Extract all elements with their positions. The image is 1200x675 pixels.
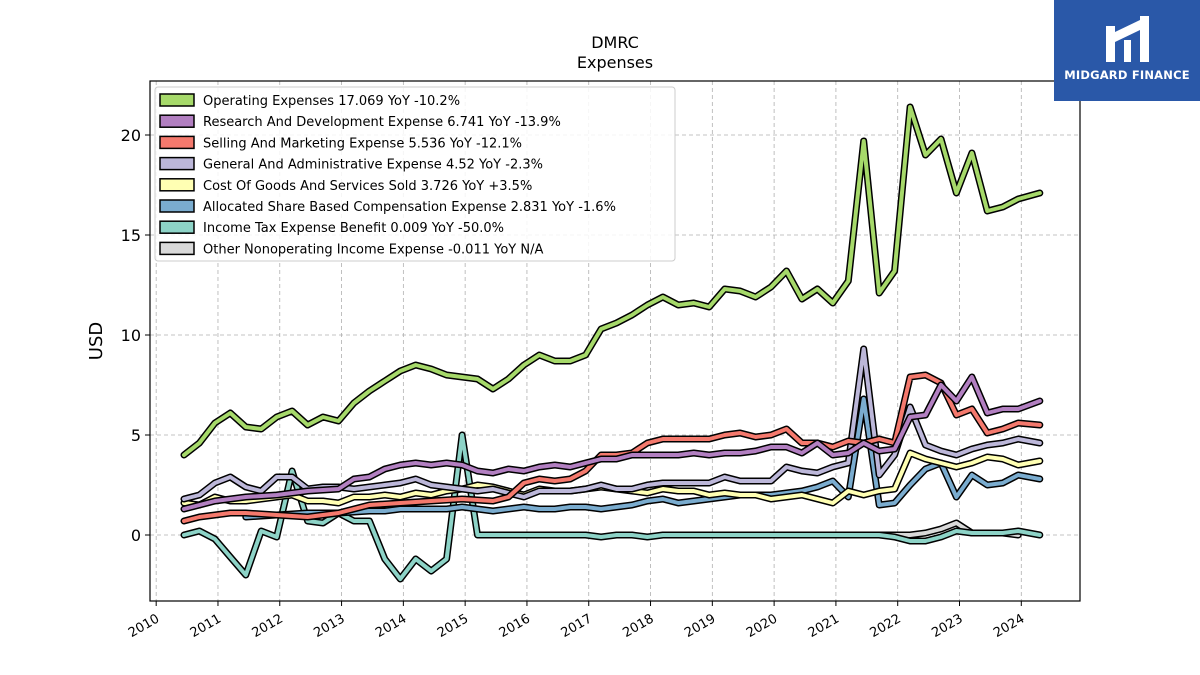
x-tick-label: 2021 [806,611,842,641]
chart-title: DMRC [591,33,639,52]
legend-swatch [159,114,195,128]
brand-logo-icon [1106,16,1149,62]
x-tick-label: 2017 [559,611,595,641]
legend-entry: Income Tax Expense Benefit 0.009 YoY -50… [203,221,504,236]
brand-logo: MIDGARD FINANCE [1054,0,1200,101]
legend-swatch [159,220,195,234]
legend-entry: Selling And Marketing Expense 5.536 YoY … [203,136,522,151]
legend-entry: Allocated Share Based Compensation Expen… [203,200,616,215]
x-tick-label: 2020 [744,611,780,641]
legend-entry: General And Administrative Expense 4.52 … [203,158,543,173]
y-tick-label: 15 [121,226,141,245]
legend-swatch [159,93,195,107]
legend-entry: Cost Of Goods And Services Sold 3.726 Yo… [203,179,532,194]
legend-swatch [159,241,195,256]
x-tick-label: 2011 [188,611,224,641]
legend-entry: Research And Development Expense 6.741 Y… [203,115,561,130]
legend-entry: Other Nonoperating Income Expense -0.011… [203,242,543,257]
legend-swatch [159,178,195,192]
y-axis: 0 5 10 15 20 [121,126,150,545]
y-tick-label: 10 [121,326,141,345]
x-tick-label: 2013 [311,611,347,641]
y-tick-label: 5 [131,426,141,445]
legend-entry: Operating Expenses 17.069 YoY -10.2% [203,94,460,109]
x-tick-label: 2019 [682,611,718,641]
y-tick-label: 0 [131,526,141,545]
plot-frame [149,80,1081,602]
brand-name: MIDGARD FINANCE [1064,68,1190,82]
x-tick-label: 2023 [929,611,965,641]
x-tick-label: 2012 [250,611,286,641]
x-tick-label: 2010 [126,611,162,641]
chart-subtitle: Expenses [577,53,653,72]
x-tick-label: 2014 [373,611,409,641]
y-tick-label: 20 [121,126,141,145]
legend-swatch [159,199,195,213]
x-tick-label: 2024 [991,611,1027,641]
plot-series [180,103,1044,583]
legend-swatch [159,135,195,150]
series-line [243,397,1042,519]
x-tick-label: 2022 [868,611,904,641]
legend: Operating Expenses 17.069 YoY -10.2% Rese… [154,86,676,262]
legend-swatch [159,156,195,171]
series-line [182,375,1042,511]
x-axis: 2010 2011 2012 2013 2014 2015 2016 2017 2018 2019… [126,601,1027,641]
x-tick-label: 2015 [435,611,471,641]
legend-box [154,86,676,262]
x-tick-label: 2018 [620,611,656,641]
series-line [182,105,1042,457]
y-axis-label: USD [86,322,107,360]
series-line [182,433,1042,581]
x-tick-label: 2016 [497,611,533,641]
series-line [182,373,1042,523]
